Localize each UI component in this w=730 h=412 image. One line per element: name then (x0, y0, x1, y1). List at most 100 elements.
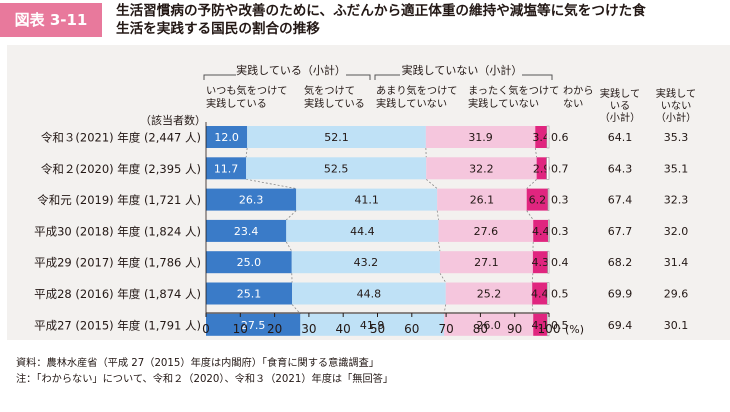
value-label-5-5: 0.4 (551, 256, 569, 269)
category-label-7: 平成27 (2015) 年度 (1,791 人) (34, 318, 201, 332)
bar-2-series-2 (246, 157, 427, 180)
notes: 資料：農林水産省（平成 27（2015）年度は内閣府）「食育に関する意識調査」 … (16, 356, 393, 388)
value-label-7-1: 27.5 (241, 319, 266, 332)
subtotal-no-practice-7: 30.1 (664, 319, 689, 332)
subtotal-no-practice-2: 35.1 (664, 162, 689, 175)
value-label-6-3: 25.2 (477, 288, 502, 301)
bar-6-series-1 (206, 282, 293, 305)
title-line-2: 生活を実践する国民の割合の推移 (116, 21, 320, 37)
subtotal-no-practice-5: 31.4 (664, 256, 689, 269)
value-label-1-1: 12.0 (214, 131, 239, 144)
bar-1-series-1 (206, 126, 248, 148)
subtotal-no-practice-1: 35.3 (664, 131, 689, 144)
value-label-5-3: 27.1 (474, 256, 499, 269)
header-practice: 実践している（小計） (236, 63, 346, 77)
subtotal-header-2-line-2: いない (661, 100, 692, 112)
category-label-1: 令和３(2021) 年度 (2,447 人) (41, 131, 201, 145)
subtotal-practice-2: 64.3 (608, 162, 633, 175)
bar-4-series-1 (206, 219, 287, 242)
category-header-2-line-1: 気をつけて (304, 84, 355, 97)
x-tick-label-20: 20 (267, 322, 282, 336)
bar-5-series-2 (291, 251, 440, 274)
x-tick-label-40: 40 (336, 322, 351, 336)
category-header-1-line-2: 実践している (206, 97, 267, 110)
connector-line (439, 272, 447, 283)
value-label-3-4: 6.2 (529, 194, 547, 207)
category-header-5-line-2: ない (563, 98, 583, 110)
value-label-5-1: 25.0 (237, 256, 262, 269)
bar-2-series-1 (206, 157, 247, 180)
value-label-3-5: 0.3 (551, 194, 569, 207)
respondents-label: （該当者数） (140, 113, 206, 127)
subtotal-header-1-line-1: 実践して (600, 87, 640, 100)
value-label-6-4: 4.4 (531, 288, 549, 301)
category-header-4-line-2: 実践していない (468, 97, 539, 110)
bar-5-series-5 (547, 250, 550, 274)
value-label-4-2: 44.4 (350, 225, 375, 238)
bar-2-series-4 (536, 157, 547, 180)
subtotal-practice-4: 67.7 (608, 225, 633, 238)
subtotal-header-2-line-1: 実践して (656, 87, 696, 100)
bar-6-series-4 (532, 282, 548, 305)
value-label-2-4: 2.9 (533, 162, 551, 175)
bar-7-series-4 (533, 313, 548, 336)
value-label-2-1: 11.7 (214, 162, 239, 175)
x-tick-label-60: 60 (404, 322, 419, 336)
header-no-practice-bg (400, 62, 522, 78)
value-label-5-4: 4.3 (532, 256, 550, 269)
value-label-4-1: 23.4 (234, 225, 259, 238)
bar-4-series-3 (438, 219, 534, 242)
bar-7-series-1 (206, 313, 301, 336)
value-label-4-4: 4.4 (532, 225, 550, 238)
x-tick-label-80: 80 (473, 322, 488, 336)
bar-6-series-3 (445, 282, 533, 305)
value-label-1-5: 0.6 (551, 131, 569, 144)
x-tick-label-30: 30 (301, 322, 316, 336)
bar-5-series-4 (532, 251, 548, 274)
subtotal-practice-3: 67.4 (608, 194, 633, 207)
category-label-5: 平成29 (2017) 年度 (1,786 人) (34, 256, 201, 270)
value-label-5-2: 43.2 (354, 256, 379, 269)
connector-line (534, 147, 538, 158)
category-header-4-line-1: まったく気をつけて (468, 84, 559, 97)
connector-line (285, 241, 293, 252)
value-label-2-5: 0.7 (551, 162, 569, 175)
value-label-7-5: 0.5 (551, 319, 569, 332)
header-no-practice: 実践していない（小計） (402, 63, 523, 77)
bar-3-series-1 (206, 188, 297, 211)
bar-7-series-2 (300, 313, 445, 336)
subtotal-header-1-line-2: いる (610, 100, 630, 112)
x-tick-label-70: 70 (438, 322, 453, 336)
header-practice-bg (236, 62, 346, 78)
subtotal-header-1-line-3: （小計） (600, 111, 641, 124)
value-label-2-3: 32.2 (469, 162, 494, 175)
subtotal-practice-7: 69.4 (608, 319, 633, 332)
bar-4-series-4 (533, 219, 549, 242)
bar-2-series-5 (546, 157, 550, 180)
subtotal-no-practice-4: 32.0 (664, 225, 689, 238)
x-tick-label-0: 0 (202, 322, 210, 336)
connector-line (245, 147, 248, 158)
x-tick-label-100: 100 (538, 322, 561, 336)
bar-6-series-5 (546, 282, 550, 305)
x-unit-label: (%) (565, 323, 584, 336)
category-label-6: 平成28 (2016) 年度 (1,874 人) (34, 287, 201, 301)
bar-6-series-2 (292, 282, 446, 305)
bar-3-series-2 (296, 188, 438, 211)
category-header-3-line-2: 実践していない (376, 97, 447, 110)
subtotal-header-2-line-3: （小計） (656, 111, 697, 124)
category-header-2-line-2: 実践している (304, 97, 365, 110)
value-label-4-3: 27.6 (474, 225, 499, 238)
category-label-4: 平成30 (2018) 年度 (1,824 人) (34, 224, 201, 238)
connector-line (436, 210, 439, 220)
bar-3-series-5 (547, 188, 550, 211)
connector-line (425, 178, 438, 189)
value-label-4-5: 0.3 (551, 225, 569, 238)
value-label-6-2: 44.8 (357, 288, 382, 301)
value-label-3-1: 26.3 (239, 194, 264, 207)
value-label-7-4: 4.1 (532, 319, 550, 332)
bar-7-series-3 (444, 313, 534, 336)
value-label-6-5: 0.5 (551, 288, 569, 301)
value-label-1-2: 52.1 (324, 131, 349, 144)
